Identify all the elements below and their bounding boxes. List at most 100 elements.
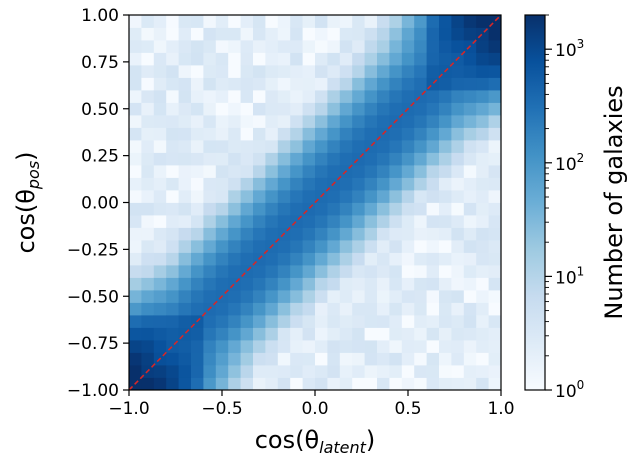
heatmap-cell <box>166 227 179 241</box>
heatmap-cell <box>277 315 291 328</box>
heatmap-cell <box>389 152 403 166</box>
heatmap-cell <box>414 252 427 266</box>
heatmap-cell <box>178 202 192 216</box>
heatmap-cell <box>389 290 403 303</box>
heatmap-cell <box>339 115 353 128</box>
heatmap-cell <box>302 277 316 291</box>
heatmap-cell <box>191 65 204 78</box>
heatmap-cell <box>290 165 303 178</box>
heatmap-cell <box>389 27 403 41</box>
heatmap-cell <box>414 165 427 178</box>
heatmap-cell <box>377 190 390 203</box>
heatmap-cell <box>265 77 279 91</box>
heatmap-cell <box>451 302 465 316</box>
heatmap-cell <box>352 277 365 291</box>
heatmap-cell <box>476 127 489 141</box>
heatmap-cell <box>327 165 341 178</box>
heatmap-cell <box>203 352 217 366</box>
heatmap-cell <box>426 227 440 241</box>
heatmap-cell <box>129 90 142 103</box>
heatmap-cell <box>352 65 365 78</box>
heatmap-cell <box>166 352 179 366</box>
heatmap-cell <box>315 152 328 166</box>
heatmap-cell <box>215 40 229 53</box>
heatmap-cell <box>339 265 353 278</box>
heatmap-cell <box>302 177 316 191</box>
heatmap-cell <box>476 90 489 103</box>
heatmap-cell <box>141 215 155 228</box>
heatmap-cell <box>426 377 440 391</box>
heatmap-cell <box>302 215 316 228</box>
heatmap-cell <box>488 77 502 91</box>
heatmap-cell <box>166 152 179 166</box>
heatmap-cell <box>401 165 415 178</box>
heatmap-cell <box>215 177 229 191</box>
heatmap-cell <box>327 277 341 291</box>
heatmap-cell <box>253 365 266 378</box>
heatmap-cell <box>215 365 229 378</box>
heatmap-cell <box>463 265 477 278</box>
heatmap-cell <box>327 315 341 328</box>
heatmap-cell <box>253 290 266 303</box>
heatmap-cell <box>129 365 142 378</box>
heatmap-cell <box>451 190 465 203</box>
heatmap-cell <box>327 377 341 391</box>
heatmap-cell <box>389 277 403 291</box>
heatmap-cell <box>451 115 465 128</box>
heatmap-cell <box>178 240 192 253</box>
heatmap-cell <box>191 290 204 303</box>
heatmap-cell <box>327 265 341 278</box>
heatmap-cell <box>129 202 142 216</box>
colorbar-tick-label: 102 <box>555 151 584 175</box>
heatmap-cell <box>141 202 155 216</box>
heatmap-cell <box>439 315 452 328</box>
heatmap-cell <box>377 365 390 378</box>
heatmap-cell <box>290 15 303 28</box>
heatmap-cell <box>166 202 179 216</box>
heatmap-cell <box>315 277 328 291</box>
heatmap-cell <box>414 65 427 78</box>
heatmap-cell <box>364 327 378 341</box>
heatmap-cell <box>302 352 316 366</box>
heatmap-cell <box>426 152 440 166</box>
heatmap-cell <box>315 215 328 228</box>
heatmap-cell <box>451 127 465 141</box>
heatmap-cell <box>389 327 403 341</box>
x-tick-label: 1.0 <box>487 399 514 419</box>
heatmap-cell <box>166 165 179 178</box>
heatmap-cell <box>339 177 353 191</box>
heatmap-cell <box>166 140 179 153</box>
heatmap-cell <box>153 327 167 341</box>
heatmap-cell <box>451 140 465 153</box>
heatmap-cell <box>191 240 204 253</box>
heatmap-cell <box>377 227 390 241</box>
heatmap-cell <box>315 315 328 328</box>
heatmap-cell <box>315 340 328 353</box>
heatmap-cell <box>277 152 291 166</box>
heatmap-cell <box>166 102 179 116</box>
heatmap-cell <box>451 165 465 178</box>
heatmap-cell <box>327 240 341 253</box>
heatmap-cell <box>191 227 204 241</box>
heatmap-cell <box>327 327 341 341</box>
heatmap-cell <box>401 177 415 191</box>
heatmap-cell <box>228 227 241 241</box>
heatmap-cell <box>377 177 390 191</box>
heatmap-cell <box>463 177 477 191</box>
colorbar-ticks: 100 101 102 103 <box>545 14 584 402</box>
heatmap-cell <box>451 102 465 116</box>
heatmap-cell <box>253 265 266 278</box>
heatmap-cell <box>178 265 192 278</box>
heatmap-cell <box>426 165 440 178</box>
heatmap-cell <box>240 340 254 353</box>
heatmap-cell <box>451 65 465 78</box>
heatmap-cell <box>203 377 217 391</box>
heatmap-cell <box>364 90 378 103</box>
heatmap-cell <box>191 265 204 278</box>
heatmap-cell <box>178 365 192 378</box>
heatmap-cell <box>215 265 229 278</box>
heatmap-cell <box>451 377 465 391</box>
heatmap-cell <box>153 177 167 191</box>
heatmap-cell <box>414 127 427 141</box>
x-axis-title: cos(θlatent) <box>255 426 376 457</box>
